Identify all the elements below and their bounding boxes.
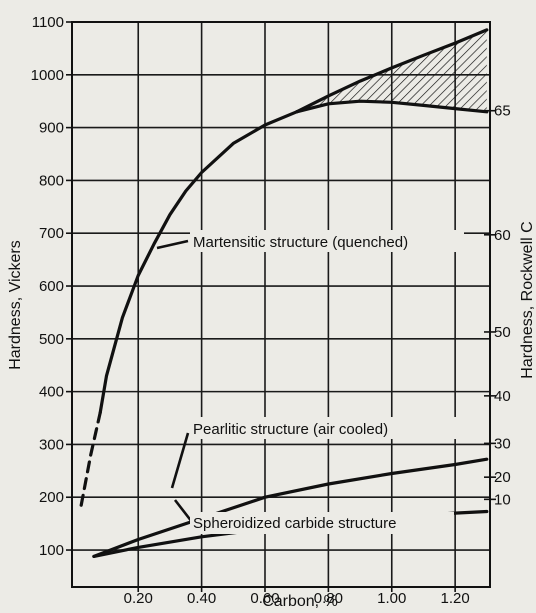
y-tick-label: 600	[39, 278, 64, 295]
martensitic-line	[98, 110, 299, 415]
x-tick-label: 1.00	[377, 590, 406, 607]
rockwell-tick-label: 30	[494, 435, 511, 452]
martensitic-upper-line	[295, 28, 489, 114]
martensitic-label: Martensitic structure (quenched)	[193, 234, 408, 251]
pearlitic-line	[92, 457, 489, 558]
rockwell-tick-label: 10	[494, 491, 511, 508]
y-axis-title-right: Hardness, Rockwell C	[519, 221, 536, 378]
y-tick-label: 300	[39, 436, 64, 453]
y-tick-label: 800	[39, 172, 64, 189]
y-tick-label: 400	[39, 384, 64, 401]
y-tick-label: 100	[39, 542, 64, 559]
x-tick-label: 0.60	[250, 590, 279, 607]
pearlitic-label-bg	[190, 417, 458, 439]
martensitic-label-bg	[190, 230, 464, 252]
x-tick-label: 0.80	[314, 590, 343, 607]
y-ticks-right: 65 60 50 40 30 20 10	[484, 103, 511, 508]
y-tick-label: 1100	[32, 14, 64, 31]
x-tick-label: 0.40	[187, 590, 216, 607]
plot-frame	[71, 21, 491, 588]
y-tick-label: 1000	[31, 67, 64, 84]
y-tick-label: 900	[39, 120, 64, 137]
martensitic-dashed-line	[79, 411, 102, 507]
rockwell-tick-label: 65	[494, 103, 511, 120]
pearlitic-label: Pearlitic structure (air cooled)	[193, 421, 388, 438]
y-tick-label: 500	[39, 331, 64, 348]
spheroidized-leader	[173, 499, 194, 523]
x-tick-label: 0.20	[124, 590, 153, 607]
x-tick-label: 1.20	[441, 590, 470, 607]
rockwell-tick-label: 20	[494, 469, 511, 486]
x-ticks: 0.20 0.40 0.60 0.80 1.00 1.20	[124, 587, 470, 607]
x-axis-title: Carbon, %	[262, 593, 338, 610]
martensitic-leader	[156, 239, 189, 250]
rockwell-tick-label: 50	[494, 324, 511, 341]
curves	[79, 28, 489, 558]
pearlitic-leader	[170, 432, 190, 489]
spheroidized-label: Spheroidized carbide structure	[193, 515, 396, 532]
rockwell-tick-label: 60	[494, 227, 511, 244]
y-tick-label: 700	[39, 225, 64, 242]
y-axis-title-left: Hardness, Vickers	[7, 240, 24, 370]
y-tick-label: 200	[39, 489, 64, 506]
rockwell-tick-label: 40	[494, 388, 511, 405]
spheroidized-label-bg	[190, 512, 454, 534]
y-ticks-left: 100 200 300 400 500 600 700 800 900 1000 1100	[31, 14, 72, 559]
martensitic-lower-line	[295, 99, 489, 114]
